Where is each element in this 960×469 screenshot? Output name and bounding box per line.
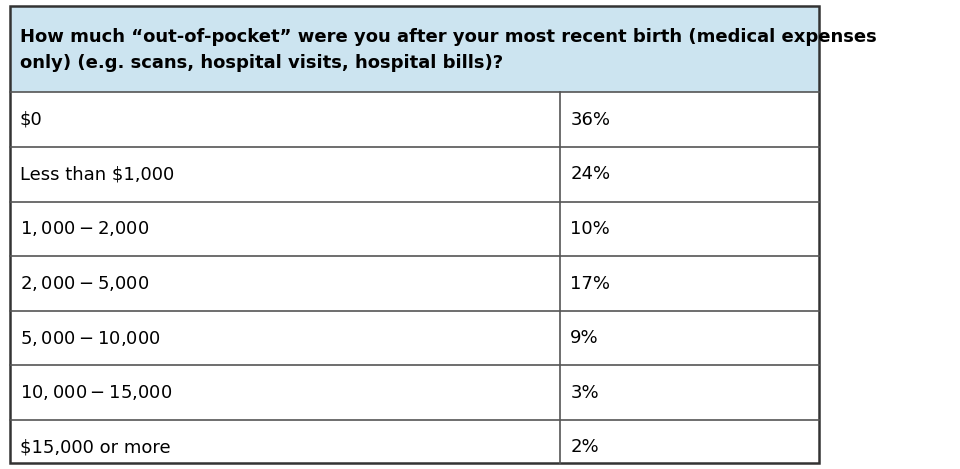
Bar <box>10 147 820 202</box>
Text: 10%: 10% <box>570 220 611 238</box>
Bar <box>10 202 820 256</box>
Text: $1,000 - $2,000: $1,000 - $2,000 <box>20 219 149 238</box>
Text: $0: $0 <box>20 111 42 129</box>
Text: $2,000 - $5,000: $2,000 - $5,000 <box>20 274 149 293</box>
Text: 36%: 36% <box>570 111 611 129</box>
Bar <box>10 256 820 311</box>
Text: Less than $1,000: Less than $1,000 <box>20 165 174 183</box>
Text: 24%: 24% <box>570 165 611 183</box>
Text: 17%: 17% <box>570 274 611 293</box>
Text: $15,000 or more: $15,000 or more <box>20 439 171 456</box>
Text: only) (e.g. scans, hospital visits, hospital bills)?: only) (e.g. scans, hospital visits, hosp… <box>20 54 503 72</box>
Text: $5,000 - $10,000: $5,000 - $10,000 <box>20 329 160 348</box>
Text: How much “out-of-pocket” were you after your most recent birth (medical expenses: How much “out-of-pocket” were you after … <box>20 28 876 46</box>
Bar <box>10 311 820 365</box>
Bar <box>10 92 820 147</box>
Bar <box>10 6 820 92</box>
Text: 9%: 9% <box>570 329 599 347</box>
Text: $10,000 - $15,000: $10,000 - $15,000 <box>20 383 172 402</box>
Text: 2%: 2% <box>570 439 599 456</box>
Bar <box>10 420 820 469</box>
Bar <box>10 365 820 420</box>
Text: 3%: 3% <box>570 384 599 402</box>
